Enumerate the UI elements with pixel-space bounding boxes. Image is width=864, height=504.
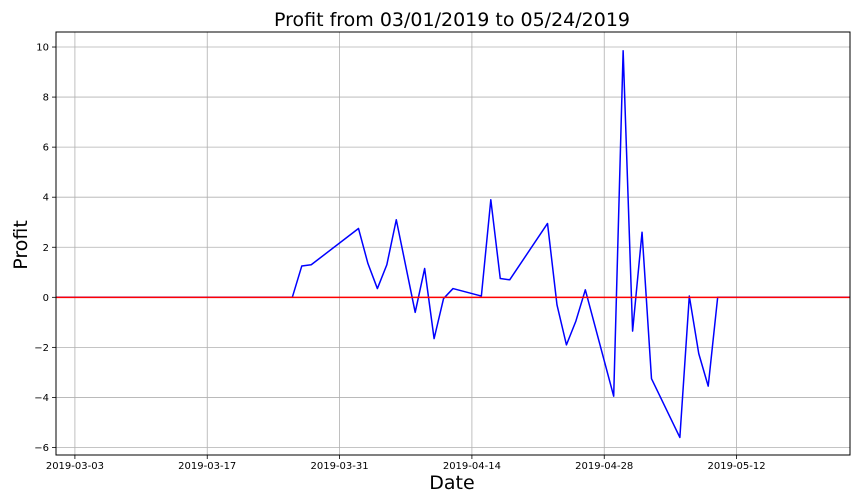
y-tick-label: 6 (43, 143, 49, 154)
x-tick-label: 2019-04-14 (443, 461, 501, 472)
y-tick-label: 2 (43, 243, 49, 254)
y-tick-label: 8 (43, 93, 49, 104)
y-axis-ticks: −6 −4 −2 0 2 4 6 8 10 (34, 43, 56, 454)
y-tick-label: −4 (34, 393, 49, 404)
x-tick-label: 2019-04-28 (575, 461, 633, 472)
y-tick-label: 4 (43, 193, 49, 204)
series-group (56, 50, 850, 439)
x-tick-label: 2019-03-31 (311, 461, 369, 472)
x-tick-label: 2019-03-03 (46, 461, 104, 472)
x-tick-label: 2019-03-17 (178, 461, 236, 472)
y-tick-label: 10 (36, 43, 49, 54)
plot-frame (55, 31, 851, 456)
profit-series-line (56, 50, 850, 439)
chart-title: Profit from 03/01/2019 to 05/24/2019 (274, 9, 630, 31)
grid (56, 32, 850, 455)
y-tick-label: 0 (43, 293, 49, 304)
y-tick-label: −2 (34, 343, 49, 354)
x-tick-label: 2019-05-12 (708, 461, 766, 472)
x-axis-label: Date (429, 472, 474, 494)
y-axis-label: Profit (10, 220, 32, 270)
x-axis-ticks: 2019-03-03 2019-03-17 2019-03-31 2019-04-14… (46, 455, 766, 472)
y-tick-label: −6 (34, 443, 49, 454)
